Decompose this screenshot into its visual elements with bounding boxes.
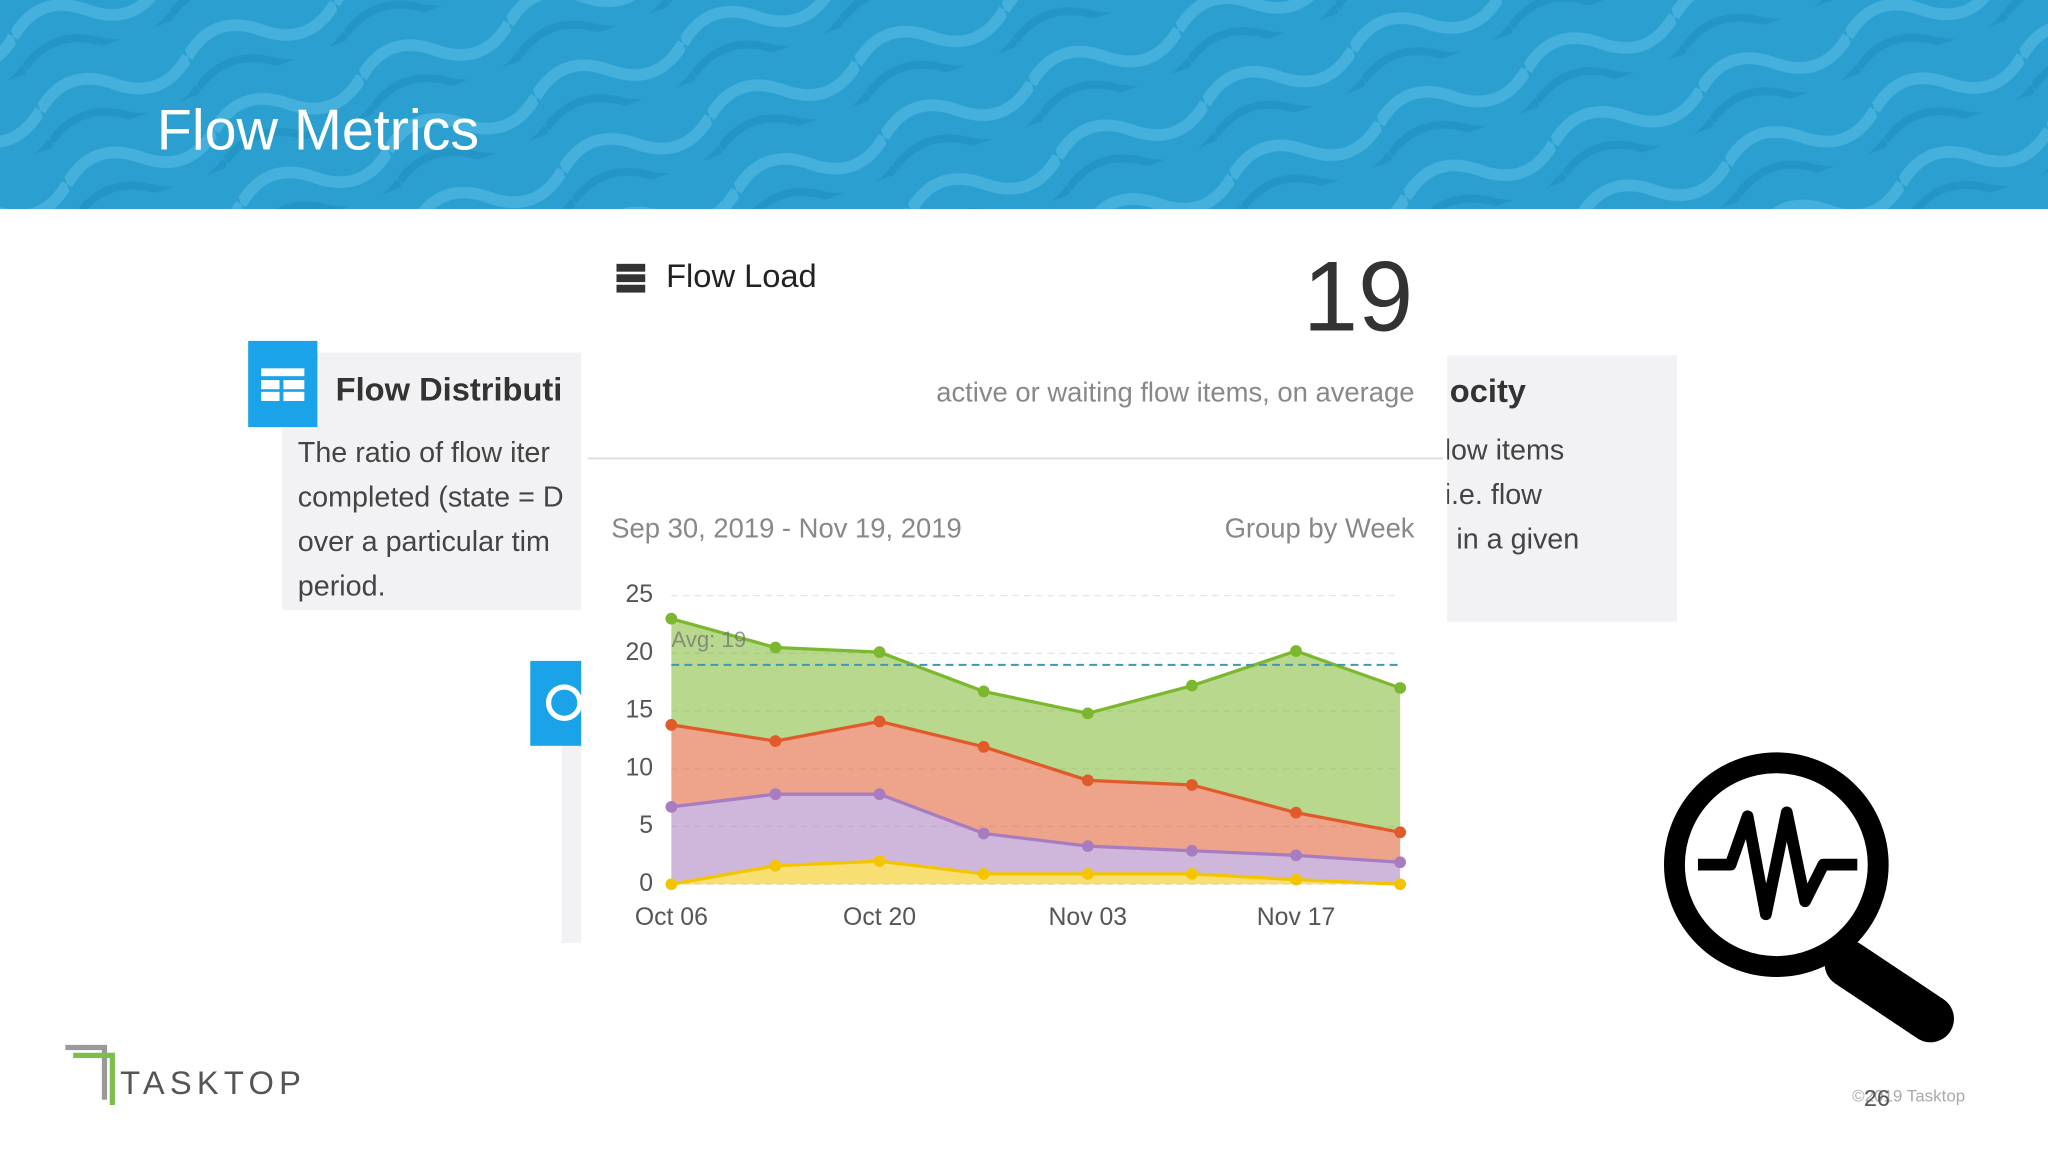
point (1290, 806, 1302, 819)
magnifier-icon (1664, 752, 1954, 1043)
point (1394, 856, 1407, 869)
history-icon (545, 684, 583, 721)
point (873, 788, 886, 801)
brand-logo (65, 1044, 115, 1105)
card-icon (248, 340, 318, 428)
point (1290, 873, 1302, 886)
card-text: completed (state = D (298, 482, 564, 514)
point (1186, 867, 1198, 880)
point (1081, 840, 1094, 853)
date-range: Sep 30, 2019 - Nov 19, 2019 (611, 513, 961, 544)
area-line (671, 859, 1401, 886)
x-tick-label: Oct 06 (635, 904, 708, 931)
y-tick-label: 5 (639, 812, 653, 839)
card-icon (530, 660, 583, 746)
y-tick-label: 0 (639, 870, 653, 897)
card-text: over a particular tim (298, 526, 550, 558)
point (873, 855, 886, 868)
chart: 0 5 10 15 20 25 Oct 06 Oct 20 Nov 03 Nov 17 Avg: 1… (625, 581, 1407, 931)
point (1081, 707, 1094, 720)
point (769, 735, 782, 747)
point (1186, 679, 1198, 692)
point (977, 827, 990, 840)
card-text: period. (298, 570, 386, 602)
copyright: ©2019 Tasktop (1852, 1087, 1965, 1106)
point (1290, 645, 1302, 657)
average-label: Avg: 19 (671, 627, 746, 652)
slide-title: Flow Metrics (157, 99, 479, 163)
point (1394, 826, 1407, 839)
table-icon (261, 368, 305, 401)
point (873, 715, 886, 728)
point (1290, 849, 1302, 862)
point (1394, 682, 1407, 694)
area-line (671, 719, 1401, 834)
point (665, 801, 678, 813)
point (1186, 779, 1198, 791)
grouping: Group by Week (1225, 513, 1415, 544)
brand-name: TASKTOP (120, 1064, 306, 1101)
y-tick-label: 20 (625, 639, 653, 666)
card-text: The ratio of flow iter (298, 437, 551, 469)
area (671, 721, 1401, 863)
card (1436, 355, 1678, 622)
y-tick-label: 15 (625, 697, 653, 724)
x-tick-label: Nov 03 (1049, 904, 1128, 931)
server-icon (616, 263, 646, 293)
point (977, 685, 990, 698)
card-text: i.e. flow (1445, 479, 1543, 511)
panel-title: Flow Load (666, 257, 817, 294)
area (671, 861, 1401, 885)
x-tick-label: Oct 20 (843, 904, 916, 931)
caption: active or waiting flow items, on average (936, 377, 1414, 408)
point (665, 612, 678, 625)
point (769, 788, 782, 801)
area-line (670, 617, 1401, 716)
point (665, 878, 678, 891)
card-title: ocity (1450, 372, 1526, 409)
page-number: 26 (1864, 1085, 1890, 1111)
area-line (671, 792, 1401, 864)
card-title: Flow Distributi (336, 370, 563, 407)
point (769, 641, 782, 654)
point (665, 719, 678, 731)
big-number: 19 (1303, 242, 1413, 353)
card-text: in a given (1456, 523, 1579, 555)
point (1081, 774, 1094, 787)
point (977, 740, 990, 753)
card (282, 352, 596, 610)
y-tick-label: 10 (625, 754, 653, 781)
y-tick-label: 25 (625, 581, 653, 608)
point (1394, 878, 1407, 891)
point (1081, 867, 1094, 880)
point (873, 646, 886, 659)
card-text: low items (1445, 435, 1565, 467)
point (1186, 844, 1198, 857)
area (671, 618, 1401, 833)
x-tick-label: Nov 17 (1257, 904, 1336, 931)
point (977, 867, 990, 880)
header-pattern (0, 0, 2048, 209)
point (769, 859, 782, 872)
